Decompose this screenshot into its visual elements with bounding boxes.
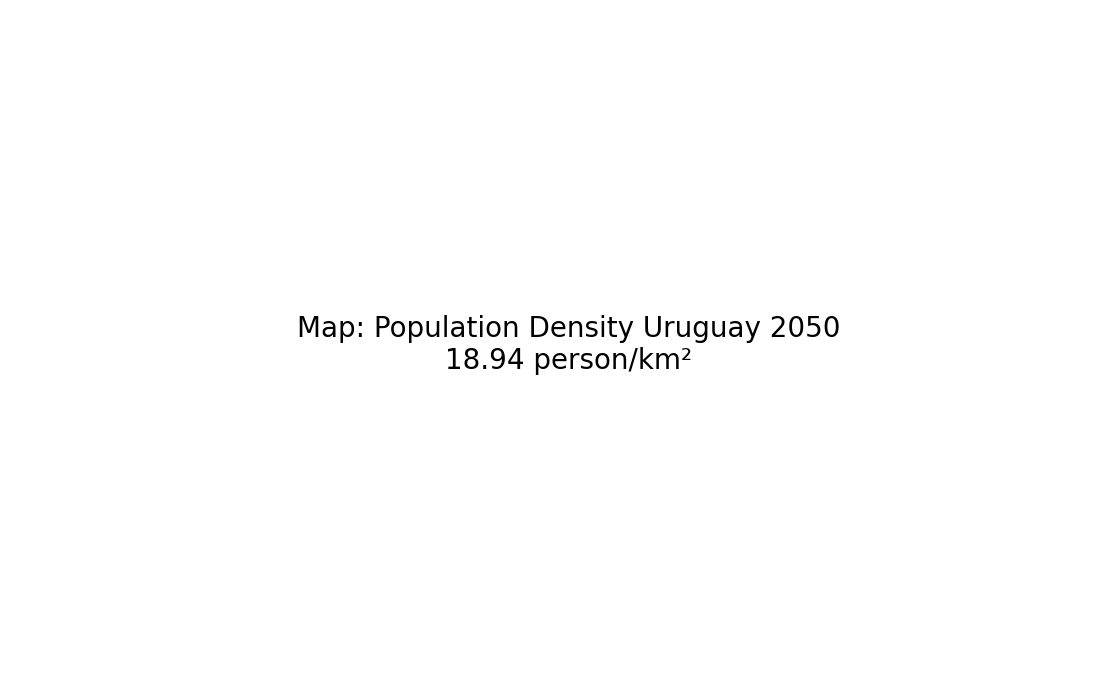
Text: Map: Population Density Uruguay 2050
18.94 person/km²: Map: Population Density Uruguay 2050 18.… (297, 315, 840, 375)
